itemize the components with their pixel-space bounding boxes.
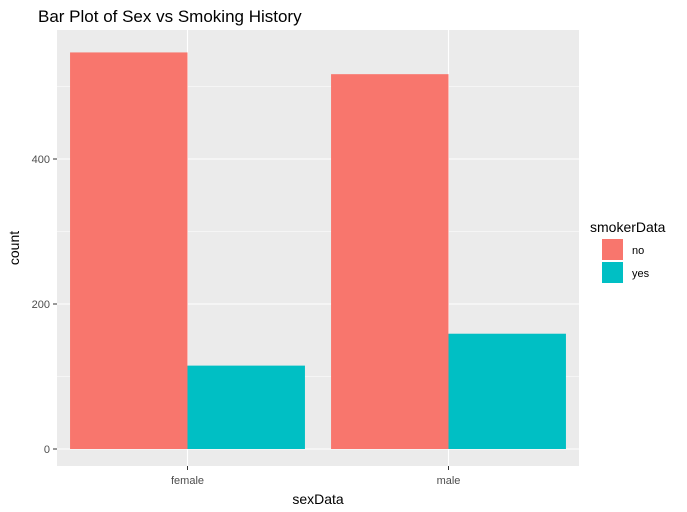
bar-female-yes: [187, 365, 305, 449]
chart-title: Bar Plot of Sex vs Smoking History: [38, 7, 302, 26]
x-axis: female male: [171, 466, 460, 487]
legend-title: smokerData: [590, 219, 666, 235]
bars-group: [70, 52, 566, 450]
y-tick-label: 200: [32, 299, 50, 311]
y-axis: 0 200 400: [32, 154, 57, 456]
legend: smokerData no yes: [590, 219, 666, 283]
x-tick-label: male: [437, 475, 461, 487]
x-axis-title: sexData: [292, 491, 344, 507]
legend-label-yes: yes: [632, 268, 650, 280]
x-tick-label: female: [171, 475, 204, 487]
bar-male-no: [331, 74, 449, 450]
legend-label-no: no: [632, 245, 644, 257]
y-tick-label: 0: [44, 444, 50, 456]
y-axis-title: count: [6, 231, 22, 265]
legend-swatch-yes: [602, 262, 623, 283]
bar-male-yes: [448, 333, 566, 449]
y-tick-label: 400: [32, 154, 50, 166]
legend-swatch-no: [602, 239, 623, 260]
bar-female-no: [70, 52, 188, 450]
